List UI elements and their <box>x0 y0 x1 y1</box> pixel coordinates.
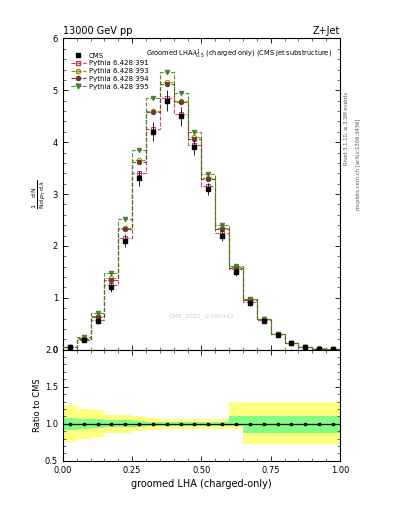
Pythia 6.428 391 <box>123 235 128 241</box>
Pythia 6.428 395 <box>261 315 266 322</box>
Pythia 6.428 395 <box>68 344 72 350</box>
Pythia 6.428 394 <box>123 226 128 232</box>
Pythia 6.428 395 <box>164 69 169 75</box>
Pythia 6.428 394 <box>220 226 224 232</box>
Pythia 6.428 395 <box>123 216 128 222</box>
Pythia 6.428 391 <box>206 183 211 189</box>
Pythia 6.428 393 <box>123 225 128 231</box>
Pythia 6.428 393 <box>261 315 266 322</box>
Pythia 6.428 395 <box>81 334 86 340</box>
Pythia 6.428 395 <box>137 147 141 153</box>
Pythia 6.428 393 <box>178 98 183 104</box>
Pythia 6.428 393 <box>289 339 294 346</box>
Line: Pythia 6.428 394: Pythia 6.428 394 <box>68 82 335 352</box>
Pythia 6.428 391 <box>151 126 155 132</box>
Pythia 6.428 393 <box>192 134 197 140</box>
Pythia 6.428 391 <box>317 346 321 352</box>
Pythia 6.428 394 <box>109 276 114 283</box>
Pythia 6.428 393 <box>206 176 211 182</box>
Pythia 6.428 391 <box>261 317 266 323</box>
Pythia 6.428 394 <box>275 331 280 337</box>
Pythia 6.428 391 <box>192 142 197 148</box>
Pythia 6.428 391 <box>303 344 308 350</box>
Pythia 6.428 395 <box>206 171 211 177</box>
Pythia 6.428 394 <box>81 336 86 342</box>
Pythia 6.428 391 <box>109 282 114 288</box>
Pythia 6.428 395 <box>95 310 100 316</box>
Pythia 6.428 393 <box>81 335 86 342</box>
Pythia 6.428 391 <box>220 230 224 236</box>
Y-axis label: $\frac{1}{\mathrm{N}}\frac{\mathrm{d}\,\mathrm{N}}{\mathrm{d}\,p_{\mathrm{T}}\,\: $\frac{1}{\mathrm{N}}\frac{\mathrm{d}\,\… <box>31 179 48 209</box>
Pythia 6.428 394 <box>164 81 169 87</box>
Pythia 6.428 391 <box>248 299 252 305</box>
Text: mcplots.cern.ch [arXiv:1306.3436]: mcplots.cern.ch [arXiv:1306.3436] <box>356 118 361 209</box>
Pythia 6.428 394 <box>234 265 239 271</box>
Pythia 6.428 394 <box>289 340 294 346</box>
Line: Pythia 6.428 391: Pythia 6.428 391 <box>68 96 335 352</box>
Pythia 6.428 395 <box>303 344 308 350</box>
Text: CMS_2021_I1980442: CMS_2021_I1980442 <box>169 313 234 318</box>
Pythia 6.428 393 <box>137 157 141 163</box>
Pythia 6.428 393 <box>317 346 321 352</box>
Pythia 6.428 395 <box>192 129 197 135</box>
Pythia 6.428 393 <box>68 344 72 350</box>
Pythia 6.428 394 <box>261 316 266 322</box>
Pythia 6.428 395 <box>220 222 224 228</box>
X-axis label: groomed LHA (charged-only): groomed LHA (charged-only) <box>131 479 272 489</box>
Pythia 6.428 395 <box>178 90 183 96</box>
Pythia 6.428 391 <box>289 340 294 346</box>
Pythia 6.428 393 <box>275 330 280 336</box>
Pythia 6.428 395 <box>289 339 294 346</box>
Pythia 6.428 393 <box>303 344 308 350</box>
Pythia 6.428 393 <box>234 264 239 270</box>
Pythia 6.428 393 <box>248 296 252 303</box>
Pythia 6.428 394 <box>68 344 72 350</box>
Pythia 6.428 393 <box>220 225 224 231</box>
Pythia 6.428 394 <box>192 136 197 142</box>
Pythia 6.428 394 <box>206 177 211 183</box>
Pythia 6.428 395 <box>331 346 335 352</box>
Pythia 6.428 394 <box>151 109 155 115</box>
Pythia 6.428 395 <box>317 346 321 352</box>
Pythia 6.428 391 <box>137 170 141 176</box>
Y-axis label: Ratio to CMS: Ratio to CMS <box>33 378 42 432</box>
Text: Z+Jet: Z+Jet <box>312 26 340 36</box>
Line: Pythia 6.428 393: Pythia 6.428 393 <box>68 80 335 352</box>
Pythia 6.428 394 <box>137 159 141 165</box>
Pythia 6.428 391 <box>275 331 280 337</box>
Pythia 6.428 393 <box>331 346 335 352</box>
Pythia 6.428 395 <box>275 330 280 336</box>
Pythia 6.428 391 <box>178 111 183 117</box>
Text: Rivet 3.1.10, ≥ 3.3M events: Rivet 3.1.10, ≥ 3.3M events <box>344 91 349 165</box>
Pythia 6.428 391 <box>331 346 335 352</box>
Pythia 6.428 391 <box>81 337 86 343</box>
Pythia 6.428 394 <box>248 297 252 303</box>
Text: 13000 GeV pp: 13000 GeV pp <box>63 26 132 36</box>
Pythia 6.428 391 <box>234 266 239 272</box>
Pythia 6.428 394 <box>95 314 100 320</box>
Pythia 6.428 391 <box>68 344 72 350</box>
Pythia 6.428 393 <box>151 108 155 114</box>
Pythia 6.428 393 <box>95 313 100 319</box>
Pythia 6.428 395 <box>234 263 239 269</box>
Pythia 6.428 394 <box>331 346 335 352</box>
Pythia 6.428 395 <box>248 296 252 302</box>
Line: Pythia 6.428 395: Pythia 6.428 395 <box>68 70 335 352</box>
Pythia 6.428 394 <box>303 344 308 350</box>
Pythia 6.428 395 <box>109 270 114 276</box>
Pythia 6.428 393 <box>109 275 114 281</box>
Pythia 6.428 394 <box>178 99 183 105</box>
Pythia 6.428 391 <box>95 316 100 323</box>
Pythia 6.428 395 <box>151 95 155 101</box>
Pythia 6.428 391 <box>164 95 169 101</box>
Legend: CMS, Pythia 6.428 391, Pythia 6.428 393, Pythia 6.428 394, Pythia 6.428 395: CMS, Pythia 6.428 391, Pythia 6.428 393,… <box>69 51 150 91</box>
Pythia 6.428 393 <box>164 79 169 86</box>
Pythia 6.428 394 <box>317 346 321 352</box>
Text: Groomed LHA$\lambda^{1}_{0.5}$ (charged only) (CMS jet substructure): Groomed LHA$\lambda^{1}_{0.5}$ (charged … <box>145 48 332 61</box>
